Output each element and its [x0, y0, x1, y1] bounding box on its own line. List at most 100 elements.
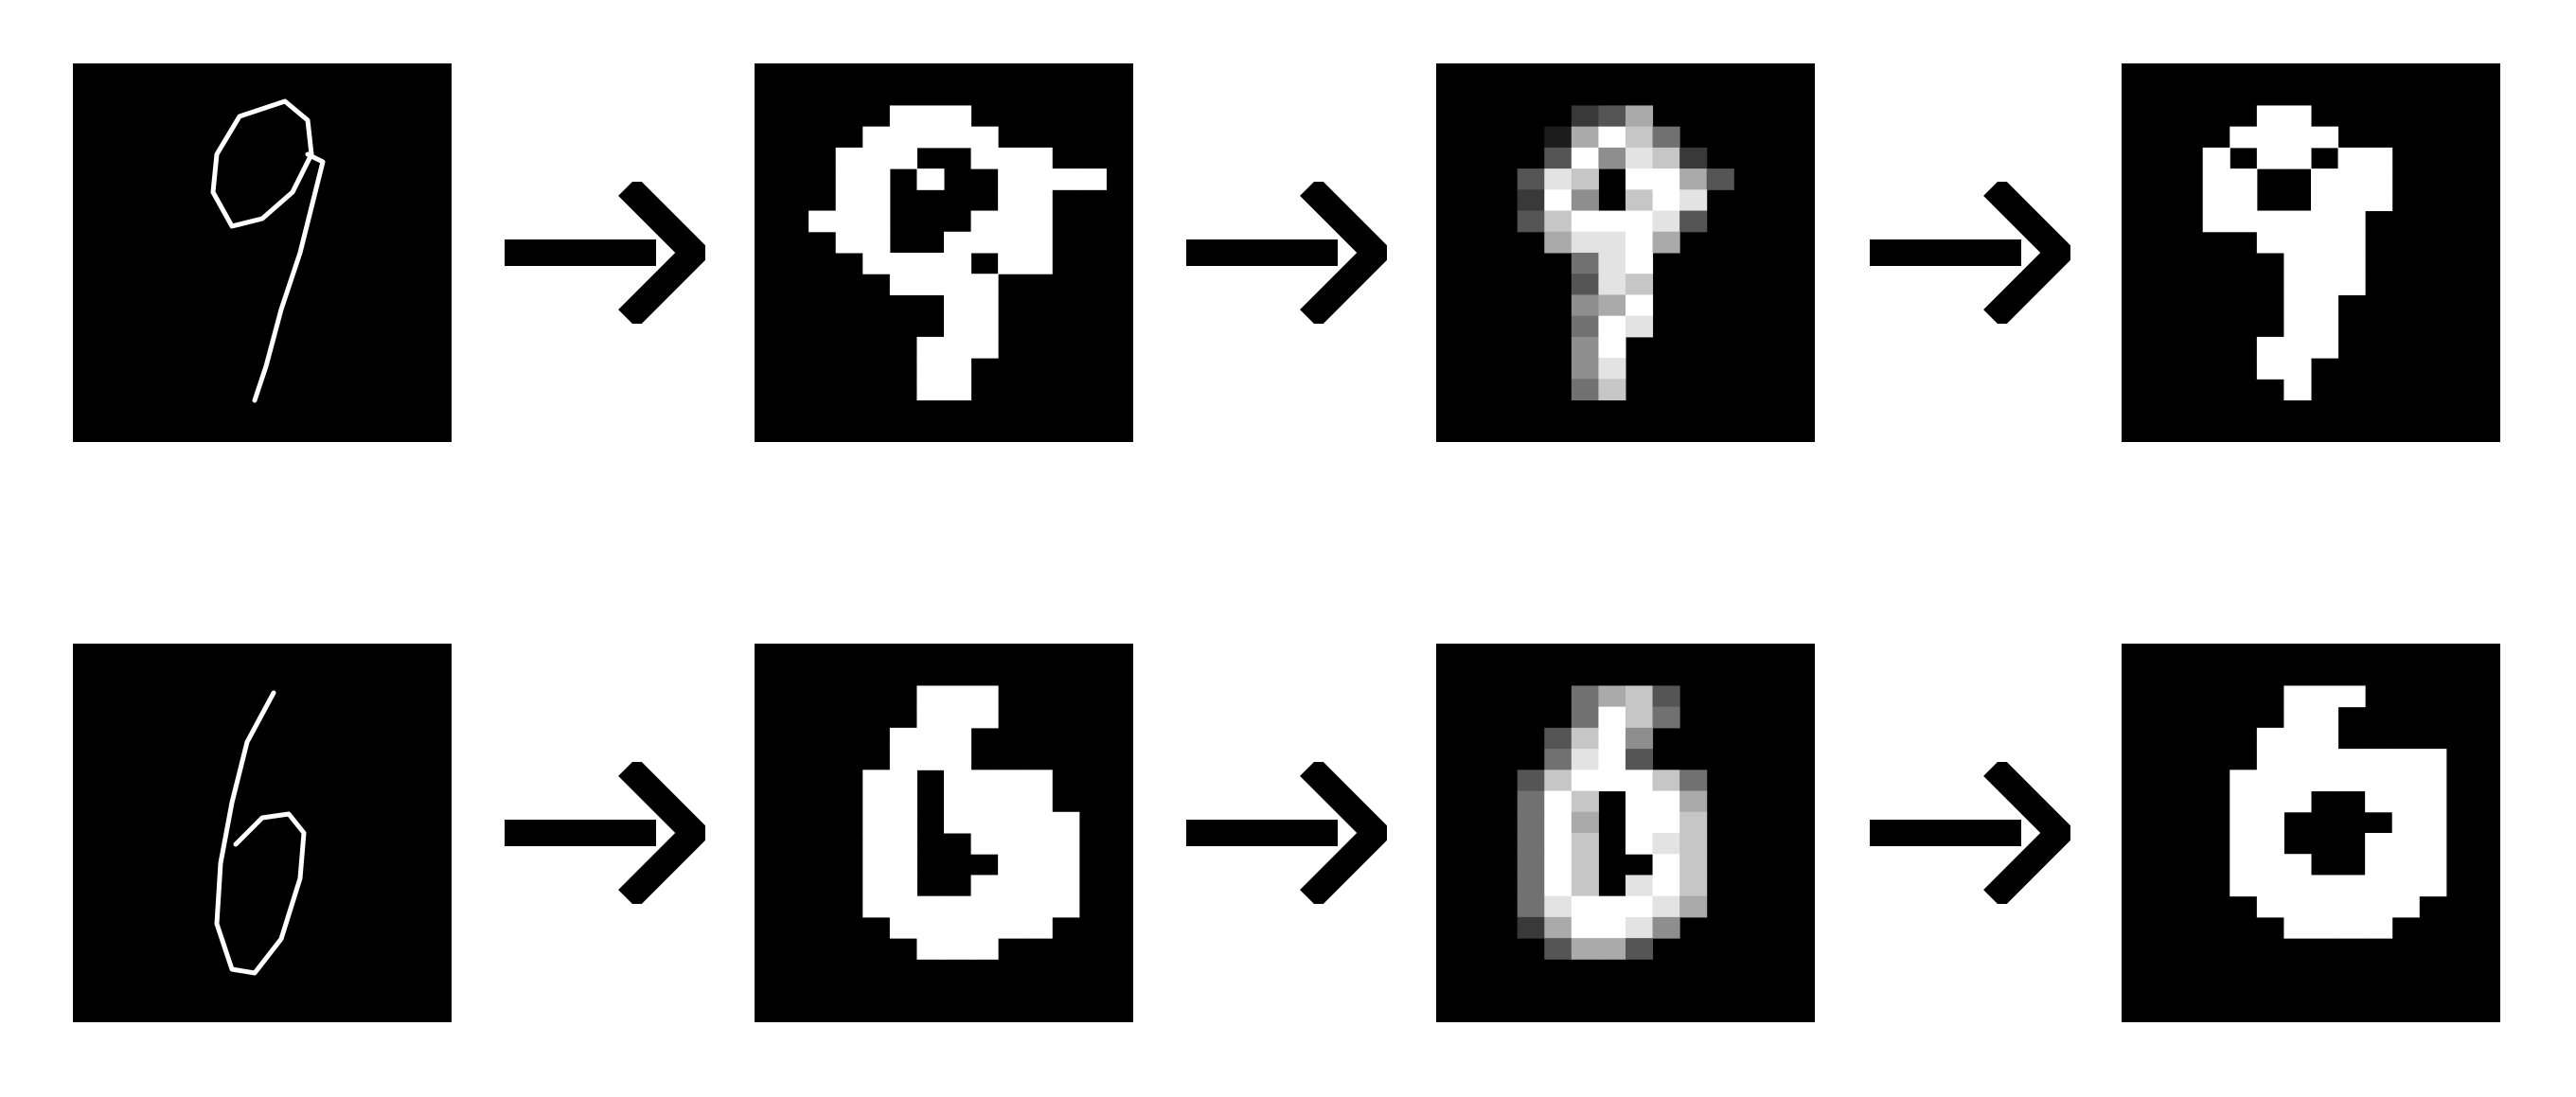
pixel-cell [2337, 168, 2366, 190]
pixel-cell [2391, 833, 2420, 855]
pixel-cell [970, 126, 999, 149]
pixel-cell [862, 895, 891, 918]
pixel-cell [2337, 253, 2366, 274]
pixel-cell [2283, 126, 2312, 149]
pixel-cell [2419, 833, 2447, 855]
pixel-cell [2419, 790, 2447, 813]
pixel-cell [1652, 916, 1680, 939]
pixel-cell [1571, 189, 1599, 212]
grayscale-pixel-grid [1517, 105, 1734, 401]
pixel-cell [2230, 875, 2258, 897]
pixel-cell [916, 727, 945, 750]
pixel-cell [1706, 168, 1734, 190]
pixel-cell [2365, 833, 2393, 855]
pixel-cell [835, 147, 863, 169]
pixel-cell [970, 274, 999, 295]
pixel-cell [1626, 105, 1654, 128]
pixel-cell [970, 147, 999, 169]
pixel-cell [2230, 854, 2258, 876]
pixel-cell [1679, 210, 1708, 233]
pixel-cell [2365, 854, 2393, 876]
pixel-cell [862, 147, 891, 169]
pixel-cell [2365, 189, 2393, 212]
pixel-cell [1571, 294, 1599, 317]
pixel-cell [2311, 294, 2339, 317]
pixel-cell [1544, 770, 1572, 792]
pixel-cell [1024, 210, 1053, 233]
pixel-cell [2256, 210, 2284, 233]
pixel-cell [1626, 253, 1654, 274]
pixel-cell [835, 231, 863, 254]
pixel-cell [2365, 790, 2393, 813]
pixel-cell [2365, 916, 2393, 939]
pixel-cell [2256, 147, 2284, 169]
pixel-cell [1544, 854, 1572, 876]
pixel-cell [998, 895, 1026, 918]
pixel-cell [916, 685, 945, 708]
pixel-cell [1626, 895, 1654, 918]
pixel-cell [2202, 147, 2230, 169]
pixel-cell [998, 147, 1026, 169]
pixel-cell [1024, 790, 1053, 813]
pixel-cell [944, 749, 972, 770]
pixel-cell [2365, 168, 2393, 190]
pixel-cell [1544, 189, 1572, 212]
handwritten-stroke [214, 690, 307, 976]
pixel-cell [916, 336, 945, 359]
pixel-cell [1571, 854, 1599, 876]
pixel-cell [1598, 274, 1626, 295]
pixel-cell [998, 833, 1026, 855]
pixel-cell [862, 253, 891, 274]
pixel-cell [1544, 210, 1572, 233]
pixel-cell [944, 379, 972, 401]
pixel-cell [970, 336, 999, 359]
pixel-cell [2391, 749, 2420, 770]
pixel-cell [2283, 147, 2312, 169]
pixel-cell [1598, 336, 1626, 359]
pixel-cell [1598, 294, 1626, 317]
pixel-cell [1598, 210, 1626, 233]
pixel-cell [2337, 916, 2366, 939]
pixel-cell [1544, 895, 1572, 918]
pixel-cell [2283, 379, 2312, 401]
pixel-cell [1626, 727, 1654, 750]
pixel-cell [1679, 168, 1708, 190]
pixel-cell [889, 105, 917, 128]
pixel-cell [1598, 126, 1626, 149]
pixel-cell [1626, 147, 1654, 169]
pixel-cell [1598, 916, 1626, 939]
right-arrow-icon [1186, 182, 1387, 324]
pixel-cell [944, 685, 972, 708]
pixel-cell [1598, 938, 1626, 960]
pixel-cell [970, 938, 999, 960]
pixel-cell [2202, 189, 2230, 212]
pixel-cell [916, 916, 945, 939]
pixel-cell [1598, 706, 1626, 729]
right-arrow-icon [1870, 182, 2070, 324]
pixel-cell [2337, 875, 2366, 897]
pixel-cell [889, 274, 917, 295]
pixel-cell [2283, 274, 2312, 295]
pixel-cell [1652, 210, 1680, 233]
pixel-cell [2256, 336, 2284, 359]
pixel-cell [1571, 833, 1599, 855]
pixel-cell [1626, 749, 1654, 770]
pixel-cell [998, 189, 1026, 212]
pixel-cell [889, 727, 917, 750]
pixel-cell [2230, 210, 2258, 233]
pixel-cell [944, 105, 972, 128]
pixel-cell [1052, 875, 1080, 897]
pixel-cell [2337, 210, 2366, 233]
right-arrow-icon [505, 762, 705, 904]
pixel-cell [1544, 811, 1572, 834]
pixel-cell [944, 294, 972, 317]
pixel-cell [1571, 379, 1599, 401]
pixel-cell [1679, 790, 1708, 813]
pixel-cell [1626, 231, 1654, 254]
pixel-cell [998, 811, 1026, 834]
pixel-cell [1652, 833, 1680, 855]
pixel-cell [1598, 379, 1626, 401]
pixel-cell [1598, 105, 1626, 128]
right-arrow-icon [1186, 762, 1387, 904]
pixel-cell [1652, 706, 1680, 729]
